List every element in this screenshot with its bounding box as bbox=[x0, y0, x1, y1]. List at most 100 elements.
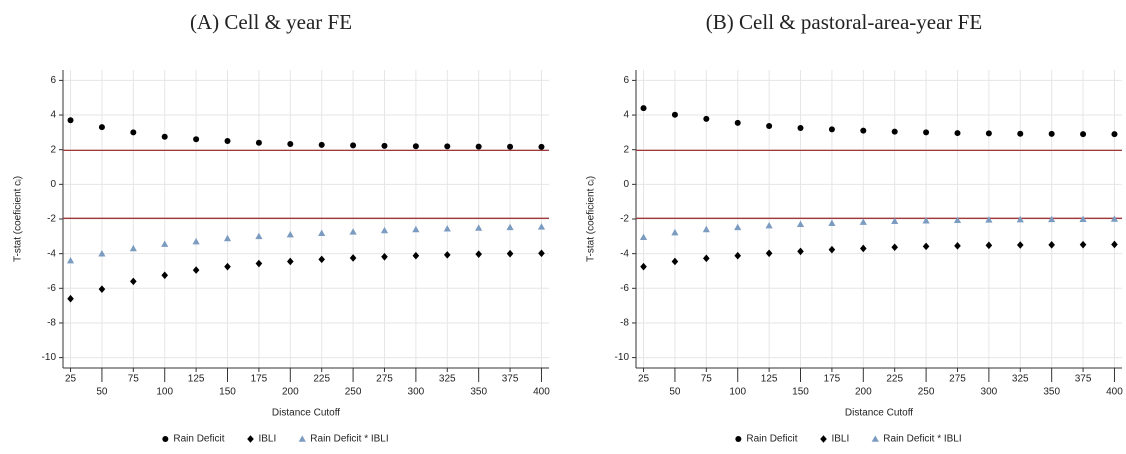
point bbox=[891, 128, 898, 135]
point bbox=[67, 294, 74, 303]
point bbox=[98, 250, 106, 257]
point bbox=[412, 143, 419, 150]
point bbox=[640, 105, 647, 112]
legend-marker bbox=[298, 435, 306, 442]
point bbox=[412, 251, 420, 260]
point bbox=[1111, 131, 1118, 138]
y-tick-label: 0 bbox=[623, 179, 629, 190]
y-tick-label: 0 bbox=[50, 179, 56, 190]
y-tick-label: -6 bbox=[620, 283, 629, 294]
point bbox=[671, 228, 679, 236]
point bbox=[639, 233, 648, 240]
y-tick-label: -8 bbox=[47, 318, 56, 329]
point bbox=[161, 133, 168, 140]
y-tick-label: -4 bbox=[620, 248, 629, 259]
x-tick-label: 150 bbox=[792, 387, 809, 398]
point bbox=[1048, 215, 1056, 223]
point bbox=[796, 220, 805, 227]
chart-title: (A) Cell & year FE bbox=[190, 10, 352, 34]
point bbox=[1016, 215, 1024, 223]
y-tick-label: -10 bbox=[615, 352, 630, 363]
x-tick-label: 125 bbox=[188, 374, 205, 385]
point bbox=[443, 251, 451, 259]
y-tick-label: 6 bbox=[623, 75, 629, 86]
x-tick-label: 350 bbox=[470, 387, 487, 398]
point bbox=[859, 218, 867, 225]
point bbox=[734, 251, 742, 260]
x-tick-label: 400 bbox=[1106, 387, 1123, 398]
x-tick-label: 250 bbox=[918, 387, 935, 398]
point bbox=[1080, 131, 1087, 138]
point bbox=[1017, 130, 1024, 137]
point bbox=[797, 247, 804, 256]
x-tick-label: 25 bbox=[638, 374, 650, 385]
x-tick-label: 300 bbox=[408, 387, 425, 398]
point bbox=[828, 126, 835, 133]
point bbox=[475, 143, 482, 150]
point bbox=[985, 241, 993, 250]
point bbox=[129, 244, 137, 252]
point bbox=[538, 249, 545, 258]
point bbox=[192, 237, 200, 245]
x-tick-label: 175 bbox=[824, 374, 841, 385]
x-tick-label: 50 bbox=[96, 387, 108, 398]
point bbox=[318, 255, 325, 264]
point bbox=[954, 242, 961, 250]
point bbox=[537, 223, 546, 230]
point bbox=[255, 259, 263, 268]
point bbox=[1111, 240, 1118, 249]
point bbox=[703, 115, 710, 122]
y-tick-label: -10 bbox=[42, 352, 57, 363]
point bbox=[223, 234, 232, 242]
legend-label: IBLI bbox=[831, 434, 849, 445]
y-tick-label: 6 bbox=[50, 75, 56, 86]
x-tick-label: 50 bbox=[669, 387, 681, 398]
point bbox=[922, 242, 930, 251]
point bbox=[224, 138, 231, 145]
x-tick-label: 125 bbox=[761, 374, 778, 385]
y-tick-label: -6 bbox=[47, 283, 56, 294]
legend-label: IBLI bbox=[258, 434, 276, 445]
point bbox=[444, 143, 451, 150]
point bbox=[224, 262, 231, 271]
point bbox=[255, 232, 263, 240]
point bbox=[161, 271, 169, 280]
x-tick-label: 150 bbox=[219, 387, 236, 398]
point bbox=[765, 249, 773, 258]
y-tick-label: 2 bbox=[623, 144, 629, 155]
legend-label: Rain Deficit bbox=[746, 434, 797, 445]
y-tick-label: 4 bbox=[623, 110, 629, 121]
legend-label: Rain Deficit bbox=[173, 434, 224, 445]
point bbox=[985, 130, 992, 137]
point bbox=[765, 221, 773, 229]
point bbox=[443, 225, 451, 232]
point bbox=[98, 124, 105, 131]
point bbox=[797, 125, 804, 132]
point bbox=[193, 136, 200, 143]
point bbox=[702, 225, 710, 233]
point bbox=[671, 111, 678, 118]
x-tick-label: 400 bbox=[533, 387, 550, 398]
y-tick-label: 4 bbox=[50, 110, 56, 121]
x-tick-label: 275 bbox=[376, 374, 393, 385]
point bbox=[350, 142, 357, 149]
point bbox=[954, 130, 961, 137]
point bbox=[671, 257, 679, 266]
point bbox=[703, 254, 710, 263]
y-tick-label: -8 bbox=[620, 318, 629, 329]
point bbox=[381, 142, 388, 149]
y-tick-label: -2 bbox=[47, 214, 56, 225]
point bbox=[475, 250, 482, 258]
point bbox=[475, 224, 483, 231]
x-tick-label: 300 bbox=[981, 387, 998, 398]
x-tick-label: 100 bbox=[156, 387, 173, 398]
point bbox=[828, 219, 836, 226]
point bbox=[766, 122, 773, 129]
x-tick-label: 100 bbox=[729, 387, 746, 398]
x-tick-label: 200 bbox=[282, 387, 299, 398]
x-tick-label: 250 bbox=[345, 387, 362, 398]
point bbox=[953, 216, 962, 224]
point bbox=[380, 226, 389, 234]
y-tick-label: -2 bbox=[620, 214, 629, 225]
point bbox=[507, 143, 514, 150]
